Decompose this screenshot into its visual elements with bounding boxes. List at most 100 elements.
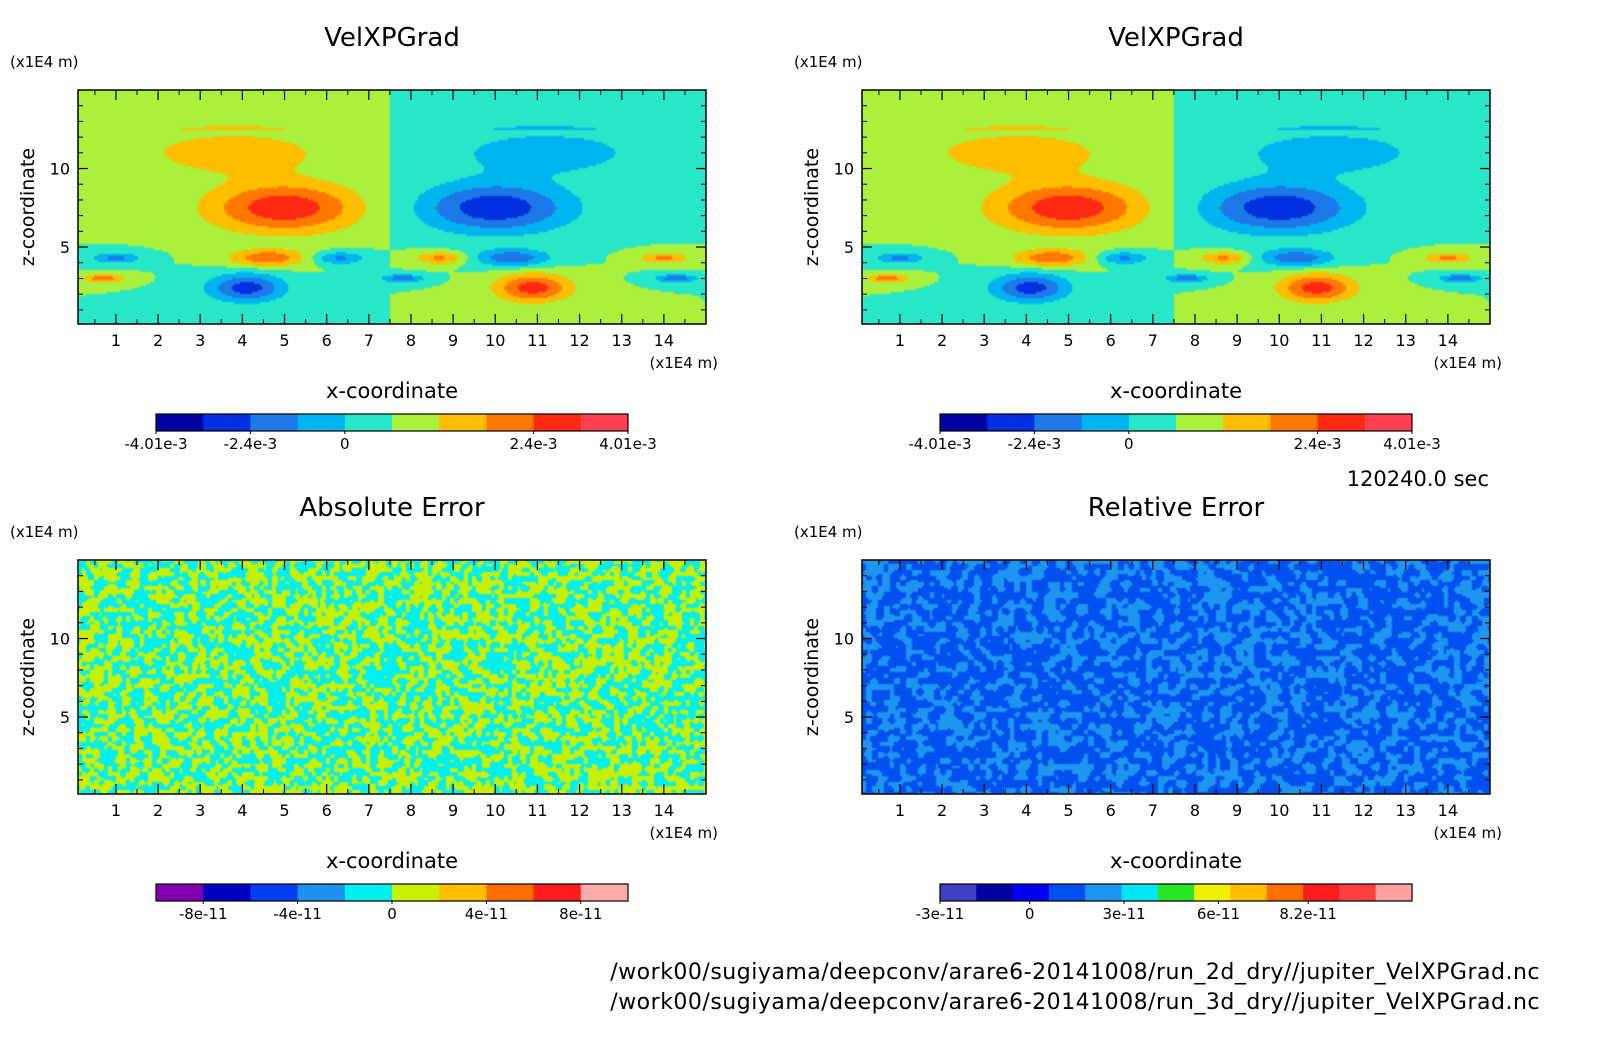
x-tick-label: 8 [1190, 801, 1200, 820]
colorbar-label: 4.01e-3 [599, 435, 657, 453]
x-tick-label: 7 [1148, 801, 1158, 820]
colorbar-label: 0 [387, 905, 397, 923]
y-unit-label: (x1E4 m) [10, 523, 79, 541]
colorbar-swatch [1081, 414, 1130, 431]
x-tick-label: 1 [111, 331, 121, 350]
y-tick-label: 10 [834, 630, 854, 649]
x-tick-label: 14 [1438, 331, 1458, 350]
x-tick-label: 14 [654, 801, 674, 820]
x-tick-label: 6 [1106, 801, 1116, 820]
file-path-2: /work00/sugiyama/deepconv/arare6-2014100… [610, 990, 1540, 1015]
colorbar-swatch [1339, 884, 1377, 901]
x-tick-label: 4 [1021, 801, 1031, 820]
x-unit-label: (x1E4 m) [649, 354, 718, 372]
colorbar-swatch [1194, 884, 1231, 901]
chart-title: VelXPGrad [1108, 23, 1244, 53]
colorbar-swatch [1230, 884, 1268, 901]
x-tick-label: 8 [406, 331, 416, 350]
colorbar-label: -3e-11 [916, 905, 965, 923]
x-tick-label: 4 [237, 331, 247, 350]
colorbar-swatch [533, 414, 582, 431]
colorbar-swatch [1157, 884, 1195, 901]
chart-title: VelXPGrad [324, 23, 460, 53]
colorbar-label: -4.01e-3 [125, 435, 188, 453]
x-tick-label: 3 [979, 801, 989, 820]
x-tick-label: 7 [364, 801, 374, 820]
x-tick-label: 6 [322, 331, 332, 350]
x-tick-label: 9 [1232, 801, 1242, 820]
heatmap-field [862, 560, 1490, 794]
colorbar-swatch [1375, 884, 1413, 901]
colorbar-swatch [486, 414, 535, 431]
x-unit-label: (x1E4 m) [1433, 824, 1502, 842]
colorbar-label: 6e-11 [1197, 905, 1240, 923]
y-unit-label: (x1E4 m) [10, 53, 79, 71]
colorbar-swatch [344, 414, 393, 431]
colorbar-swatch [344, 884, 393, 901]
colorbar-label: 0 [340, 435, 350, 453]
colorbar-label: 4e-11 [465, 905, 508, 923]
y-axis-label: z-coordinate [17, 618, 39, 736]
colorbar-swatch [1034, 414, 1083, 431]
colorbar-label: -8e-11 [179, 905, 228, 923]
colorbar-label: 8e-11 [559, 905, 602, 923]
x-tick-label: 11 [527, 801, 547, 820]
colorbar-swatch [297, 884, 346, 901]
x-tick-label: 13 [1396, 331, 1416, 350]
heatmap-field [862, 90, 1490, 324]
y-tick-label: 10 [834, 160, 854, 179]
colorbar-label: 8.2e-11 [1279, 905, 1337, 923]
colorbar-swatch [1176, 414, 1224, 431]
colorbar-swatch [250, 884, 299, 901]
colorbar-swatch [533, 884, 582, 901]
colorbar-frame [939, 413, 1413, 432]
y-tick-label: 5 [60, 238, 70, 257]
colorbar-swatch [1121, 884, 1159, 901]
colorbar-frame [155, 413, 629, 432]
y-tick-label: 5 [844, 708, 854, 727]
x-tick-label: 13 [612, 801, 632, 820]
heatmap-field [78, 560, 706, 794]
colorbar-swatch [987, 414, 1035, 431]
x-unit-label: (x1E4 m) [1433, 354, 1502, 372]
x-tick-label: 3 [195, 801, 205, 820]
x-tick-label: 11 [1311, 801, 1331, 820]
colorbar-swatch [1266, 884, 1304, 901]
x-tick-label: 14 [1438, 801, 1458, 820]
colorbar-swatch [1128, 414, 1177, 431]
x-tick-label: 10 [485, 331, 505, 350]
y-tick-label: 5 [844, 238, 854, 257]
colorbar-swatch [486, 884, 535, 901]
y-axis-label: z-coordinate [801, 618, 823, 736]
y-tick-label: 10 [50, 160, 70, 179]
x-tick-label: 10 [1269, 801, 1289, 820]
x-tick-label: 5 [1063, 801, 1073, 820]
colorbar-swatch [250, 414, 299, 431]
x-tick-label: 11 [1311, 331, 1331, 350]
colorbar-label: 3e-11 [1102, 905, 1145, 923]
y-axis-label: z-coordinate [801, 148, 823, 266]
plot-frame [77, 559, 707, 795]
colorbar-swatch [1048, 884, 1086, 901]
plot-frame [861, 559, 1491, 795]
x-tick-label: 2 [153, 331, 163, 350]
x-tick-label: 4 [1021, 331, 1031, 350]
x-tick-label: 3 [979, 331, 989, 350]
colorbar-swatch [392, 414, 440, 431]
x-tick-label: 10 [485, 801, 505, 820]
colorbar-swatch [1317, 414, 1366, 431]
x-tick-label: 7 [1148, 331, 1158, 350]
x-tick-label: 9 [448, 801, 458, 820]
y-tick-label: 5 [60, 708, 70, 727]
chart-title: Relative Error [1088, 493, 1265, 523]
colorbar-label: 2.4e-3 [510, 435, 558, 453]
x-unit-label: (x1E4 m) [649, 824, 718, 842]
x-axis-label: x-coordinate [1110, 849, 1242, 873]
x-tick-label: 11 [527, 331, 547, 350]
colorbar-swatch [976, 884, 1014, 901]
colorbar-frame [939, 883, 1413, 902]
